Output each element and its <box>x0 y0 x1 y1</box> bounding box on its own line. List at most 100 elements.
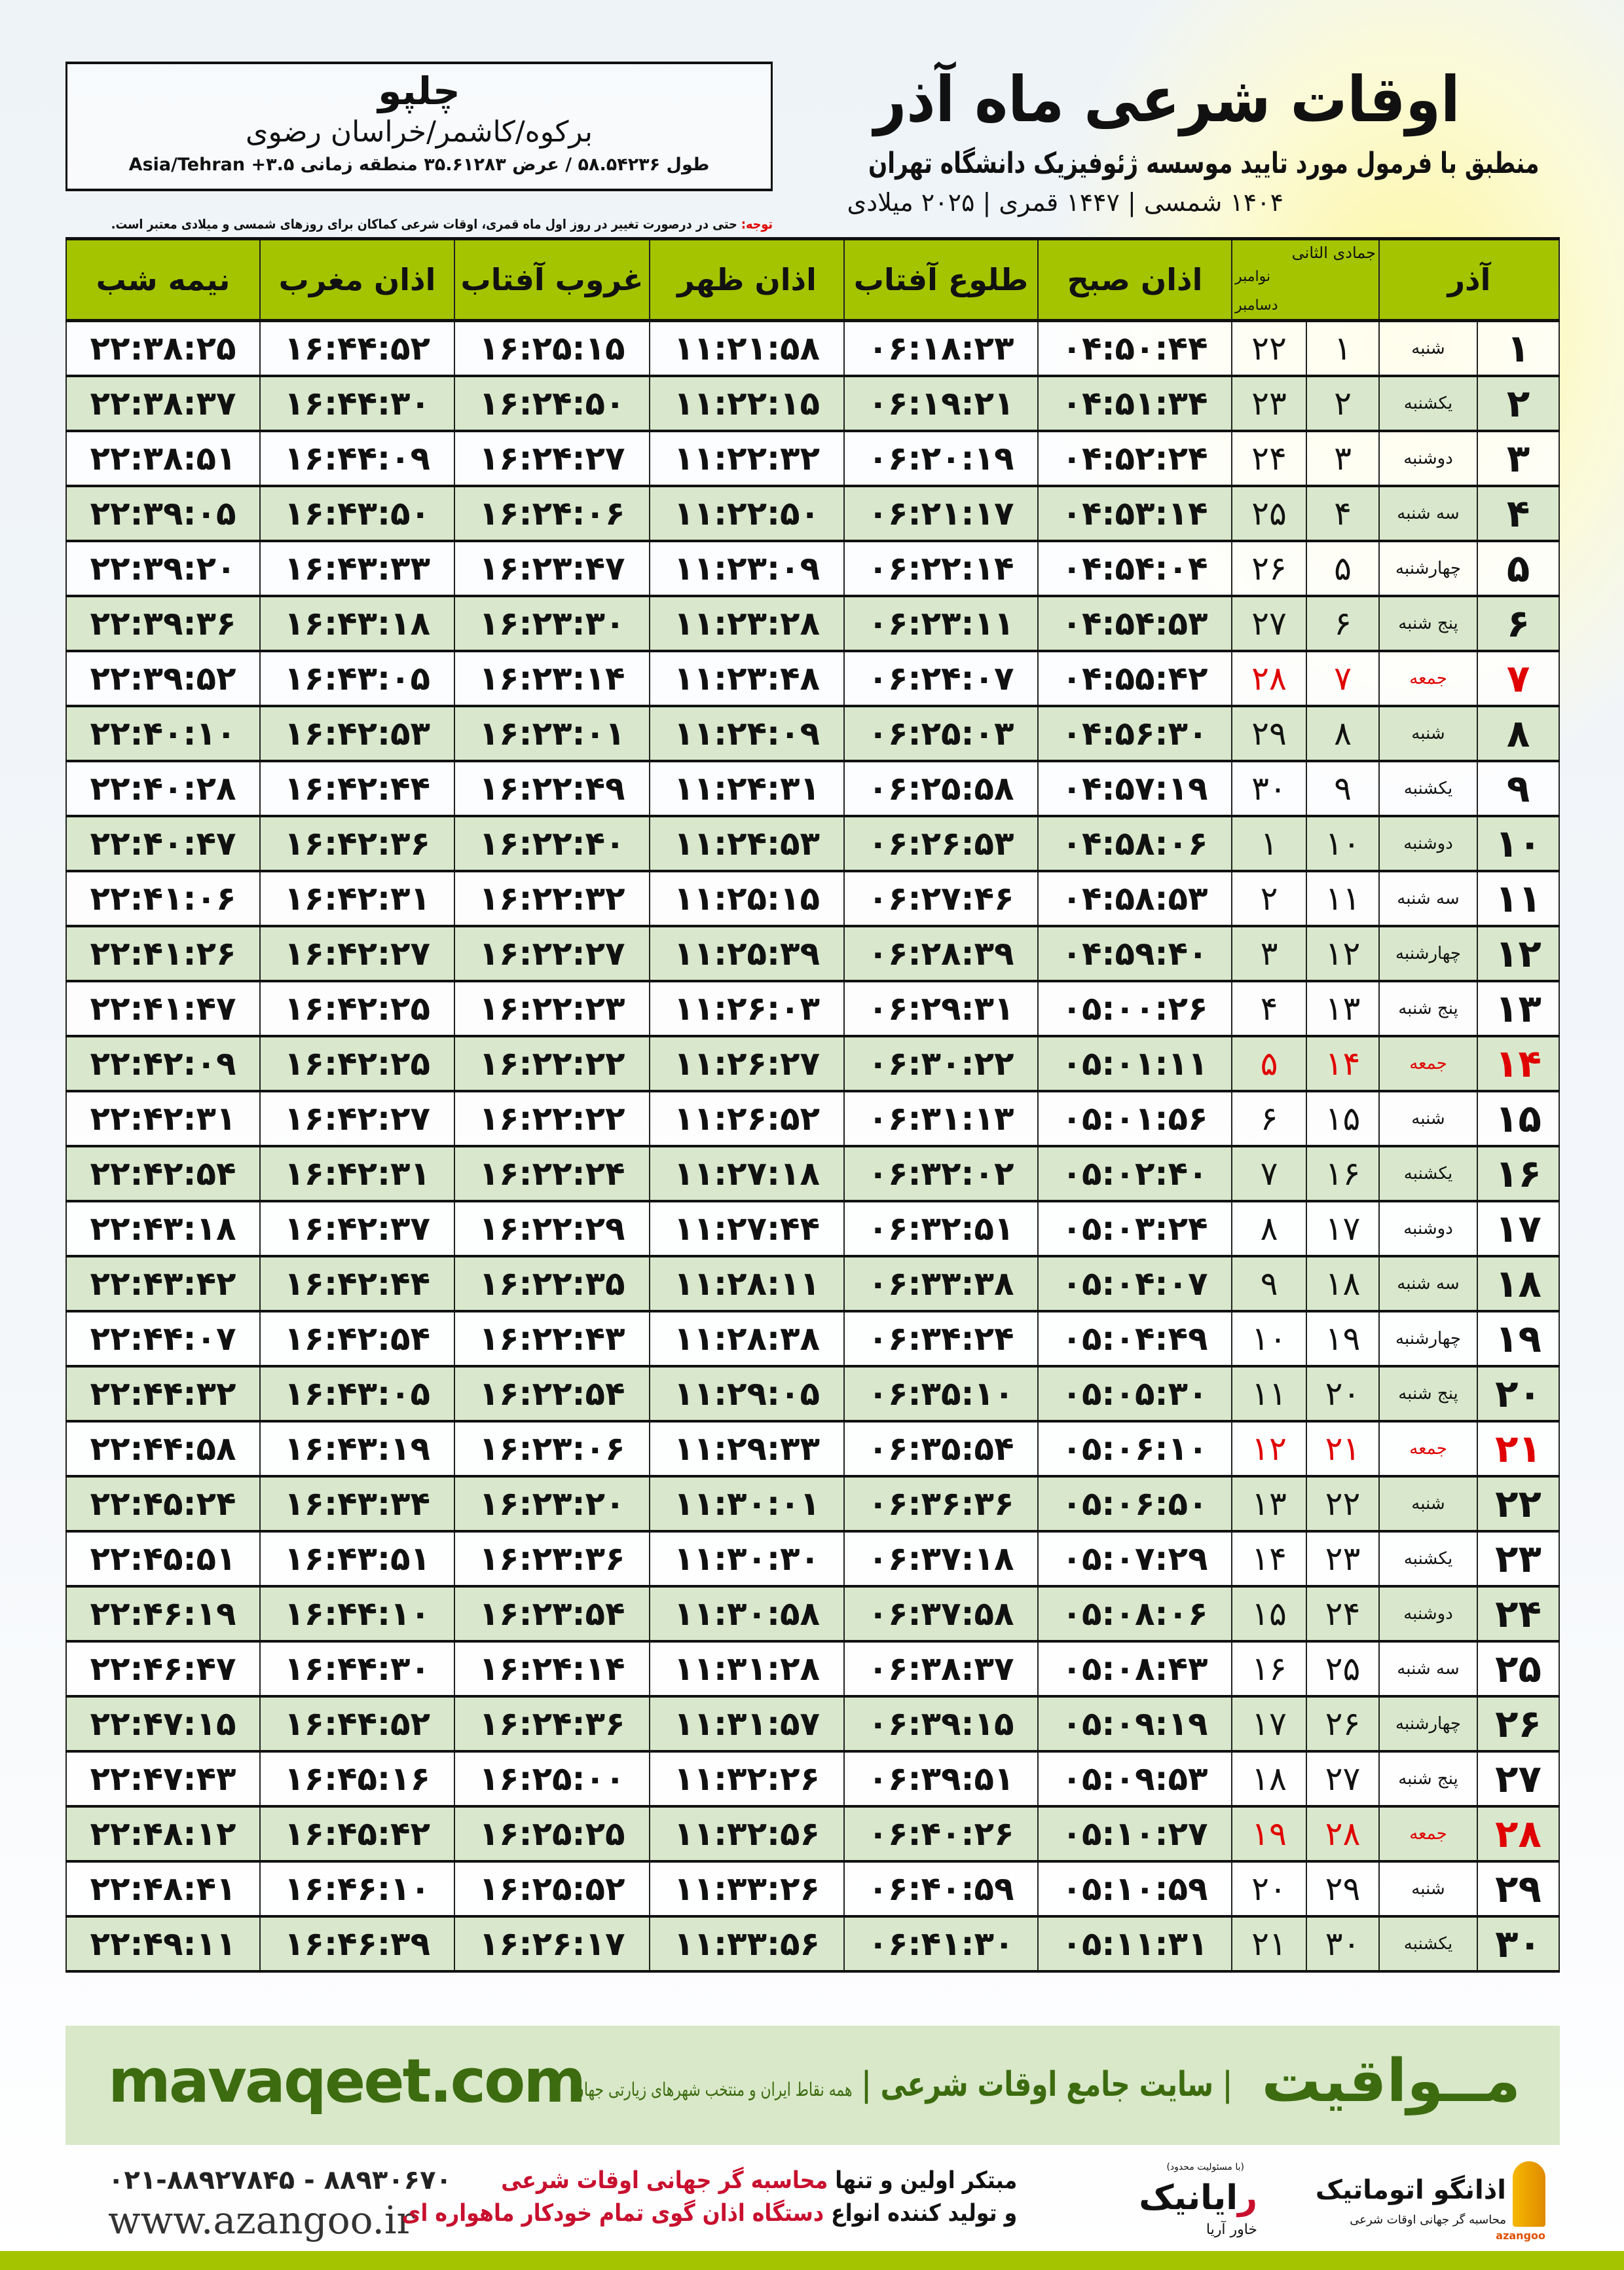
fajr-cell: ۰۴:۵۳:۱۴ <box>1037 485 1232 542</box>
maghrib-cell: ۱۶:۴۲:۳۷ <box>259 1200 455 1257</box>
table-row: ۱۷ دوشنبه ۱۷ ۸ ۰۵:۰۳:۲۴ ۰۶:۳۲:۵۱ ۱۱:۲۷:۴۴ ۱۶:۲۲… <box>65 1200 1560 1257</box>
maghrib-cell: ۱۶:۴۳:۱۹ <box>259 1421 455 1478</box>
sunrise-cell: ۰۶:۴۰:۵۹ <box>843 1861 1039 1918</box>
day-cell: ۲۱ <box>1477 1421 1560 1478</box>
table-row: ۱۱ سه شنبه ۱۱ ۲ ۰۴:۵۸:۵۳ ۰۶:۲۷:۴۶ ۱۱:۲۵:۱۵ ۱۶:۲… <box>65 870 1560 927</box>
dhuhr-cell: ۱۱:۳۰:۵۸ <box>649 1586 845 1643</box>
weekday-cell: پنج شنبه <box>1378 980 1479 1037</box>
bottom-bar <box>0 2251 1624 2270</box>
day-cell: ۲۲ <box>1477 1476 1560 1533</box>
table-row: ۲۶ چهارشنبه ۲۶ ۱۷ ۰۵:۰۹:۱۹ ۰۶:۳۹:۱۵ ۱۱:۳۱:۵۷ ۱۶… <box>65 1696 1560 1753</box>
table-row: ۱۹ چهارشنبه ۱۹ ۱۰ ۰۵:۰۴:۴۹ ۰۶:۳۴:۲۴ ۱۱:۲۸:۳۸ ۱۶… <box>65 1311 1560 1368</box>
dhuhr-cell: ۱۱:۳۱:۲۸ <box>649 1641 845 1698</box>
day-cell: ۲۵ <box>1477 1641 1560 1698</box>
hijri-day-cell: ۱۷ <box>1306 1200 1380 1257</box>
fajr-cell: ۰۵:۰۹:۵۳ <box>1037 1751 1232 1808</box>
day-cell: ۸ <box>1477 705 1560 762</box>
midnight-cell: ۲۲:۴۵:۵۱ <box>65 1531 261 1588</box>
sunset-cell: ۱۶:۲۲:۴۹ <box>454 760 650 817</box>
fajr-cell: ۰۵:۰۳:۲۴ <box>1037 1200 1232 1257</box>
header-dhuhr: اذان ظهر <box>649 237 845 322</box>
day-cell: ۱۴ <box>1477 1035 1560 1092</box>
maghrib-cell: ۱۶:۴۲:۳۱ <box>259 1145 455 1202</box>
midnight-cell: ۲۲:۴۷:۱۵ <box>65 1696 261 1753</box>
fajr-cell: ۰۵:۰۲:۴۰ <box>1037 1145 1232 1202</box>
sunrise-cell: ۰۶:۴۱:۳۰ <box>843 1916 1039 1973</box>
fajr-cell: ۰۵:۰۴:۴۹ <box>1037 1311 1232 1368</box>
midnight-cell: ۲۲:۴۲:۰۹ <box>65 1035 261 1092</box>
sunrise-cell: ۰۶:۲۲:۱۴ <box>843 540 1039 597</box>
azangoo-site-link[interactable]: www.azangoo.ir <box>108 2198 415 2242</box>
mavaqeet-site-link[interactable]: mavaqeet.com <box>108 2046 586 2116</box>
dhuhr-cell: ۱۱:۳۰:۰۱ <box>649 1476 845 1533</box>
gregorian-day-cell: ۱۲ <box>1231 1421 1307 1478</box>
hijri-day-cell: ۱۳ <box>1306 980 1380 1037</box>
table-row: ۱۵ شنبه ۱۵ ۶ ۰۵:۰۱:۵۶ ۰۶:۳۱:۱۳ ۱۱:۲۶:۵۲ ۱۶:۲۲:۲… <box>65 1090 1560 1147</box>
promo-2a: و تولید کننده انواع <box>824 2200 1018 2227</box>
sunrise-cell: ۰۶:۲۳:۱۱ <box>843 595 1039 652</box>
weekday-cell: سه شنبه <box>1378 1641 1479 1698</box>
day-cell: ۳ <box>1477 430 1560 487</box>
midnight-cell: ۲۲:۴۴:۵۸ <box>65 1421 261 1478</box>
page-subtitle: منطبق با فرمول مورد تایید موسسه ژئوفیزیک… <box>868 147 1539 180</box>
sunrise-cell: ۰۶:۳۶:۳۶ <box>843 1476 1039 1533</box>
midnight-cell: ۲۲:۴۲:۳۱ <box>65 1090 261 1147</box>
note-label: توجه: <box>741 216 773 232</box>
sunset-cell: ۱۶:۲۳:۳۶ <box>454 1531 650 1588</box>
sunset-cell: ۱۶:۲۵:۱۵ <box>454 320 650 377</box>
gregorian-day-cell: ۱۴ <box>1231 1531 1307 1588</box>
sunrise-cell: ۰۶:۳۱:۱۳ <box>843 1090 1039 1147</box>
tagline-small: همه نقاط ایران و منتخب شهرهای زیارتی جها… <box>573 2079 853 2100</box>
gregorian-day-cell: ۷ <box>1231 1145 1307 1202</box>
midnight-cell: ۲۲:۳۸:۵۱ <box>65 430 261 487</box>
day-cell: ۱۱ <box>1477 870 1560 927</box>
sunrise-cell: ۰۶:۲۰:۱۹ <box>843 430 1039 487</box>
hijri-day-cell: ۷ <box>1306 650 1380 707</box>
sunrise-cell: ۰۶:۳۹:۵۱ <box>843 1751 1039 1808</box>
dhuhr-cell: ۱۱:۲۸:۱۱ <box>649 1256 845 1312</box>
table-row: ۱ شنبه ۱ ۲۲ ۰۴:۵۰:۴۴ ۰۶:۱۸:۲۳ ۱۱:۲۱:۵۸ ۱۶:۲۵:۱۵… <box>65 320 1560 377</box>
coordinates: طول ۵۸.۵۴۲۳۶ / عرض ۳۵.۶۱۲۸۳ منطقه زمانی … <box>128 155 710 175</box>
sunset-cell: ۱۶:۲۲:۲۲ <box>454 1090 650 1147</box>
midnight-cell: ۲۲:۴۶:۱۹ <box>65 1586 261 1643</box>
dhuhr-cell: ۱۱:۲۲:۵۰ <box>649 485 845 542</box>
sunrise-cell: ۰۶:۳۷:۵۸ <box>843 1586 1039 1643</box>
dhuhr-cell: ۱۱:۳۲:۲۶ <box>649 1751 845 1808</box>
gregorian-day-cell: ۳۰ <box>1231 760 1307 817</box>
hijri-day-cell: ۱۸ <box>1306 1256 1380 1312</box>
mavaqeet-banner: مــواقیت | سایت جامع اوقات شرعی | همه نق… <box>65 2026 1560 2145</box>
table-row: ۲۵ سه شنبه ۲۵ ۱۶ ۰۵:۰۸:۴۳ ۰۶:۳۸:۳۷ ۱۱:۳۱:۲۸ ۱۶:… <box>65 1641 1560 1698</box>
sunrise-cell: ۰۶:۳۲:۰۲ <box>843 1145 1039 1202</box>
table-row: ۲۹ شنبه ۲۹ ۲۰ ۰۵:۱۰:۵۹ ۰۶:۴۰:۵۹ ۱۱:۳۳:۲۶ ۱۶:۲۵:… <box>65 1861 1560 1918</box>
dhuhr-cell: ۱۱:۳۳:۵۶ <box>649 1916 845 1973</box>
hijri-day-cell: ۲۶ <box>1306 1696 1380 1753</box>
hijri-day-cell: ۱۹ <box>1306 1311 1380 1368</box>
maghrib-cell: ۱۶:۴۴:۱۰ <box>259 1586 455 1643</box>
header-sunset: غروب آفتاب <box>454 237 650 322</box>
maghrib-cell: ۱۶:۴۳:۰۵ <box>259 1366 455 1423</box>
rayanik-caption: (با مسئولیت محدود) <box>1166 2162 1244 2172</box>
maghrib-cell: ۱۶:۴۴:۳۰ <box>259 375 455 432</box>
table-row: ۱۸ سه شنبه ۱۸ ۹ ۰۵:۰۴:۰۷ ۰۶:۳۳:۳۸ ۱۱:۲۸:۱۱ ۱۶:۲… <box>65 1256 1560 1312</box>
gregorian-day-cell: ۲۲ <box>1231 320 1307 377</box>
weekday-cell: دوشنبه <box>1378 430 1479 487</box>
dhuhr-cell: ۱۱:۲۹:۳۳ <box>649 1421 845 1478</box>
fajr-cell: ۰۴:۵۴:۵۳ <box>1037 595 1232 652</box>
day-cell: ۳۰ <box>1477 1916 1560 1973</box>
dhuhr-cell: ۱۱:۲۴:۳۱ <box>649 760 845 817</box>
gregorian-day-cell: ۳ <box>1231 925 1307 982</box>
rayanik-r: ر <box>1238 2178 1257 2218</box>
maghrib-cell: ۱۶:۴۶:۱۰ <box>259 1861 455 1918</box>
location-box: چلپو برکوه/کاشمر/خراسان رضوی طول ۵۸.۵۴۲۳… <box>65 62 773 191</box>
midnight-cell: ۲۲:۴۹:۱۱ <box>65 1916 261 1973</box>
fajr-cell: ۰۴:۵۵:۴۲ <box>1037 650 1232 707</box>
midnight-cell: ۲۲:۴۸:۴۱ <box>65 1861 261 1918</box>
fajr-cell: ۰۵:۰۴:۰۷ <box>1037 1256 1232 1312</box>
maghrib-cell: ۱۶:۴۲:۴۴ <box>259 760 455 817</box>
maghrib-cell: ۱۶:۴۲:۵۳ <box>259 705 455 762</box>
fajr-cell: ۰۵:۱۰:۵۹ <box>1037 1861 1232 1918</box>
midnight-cell: ۲۲:۴۳:۴۲ <box>65 1256 261 1312</box>
day-cell: ۱۶ <box>1477 1145 1560 1202</box>
day-cell: ۲۳ <box>1477 1531 1560 1588</box>
day-cell: ۲۰ <box>1477 1366 1560 1423</box>
